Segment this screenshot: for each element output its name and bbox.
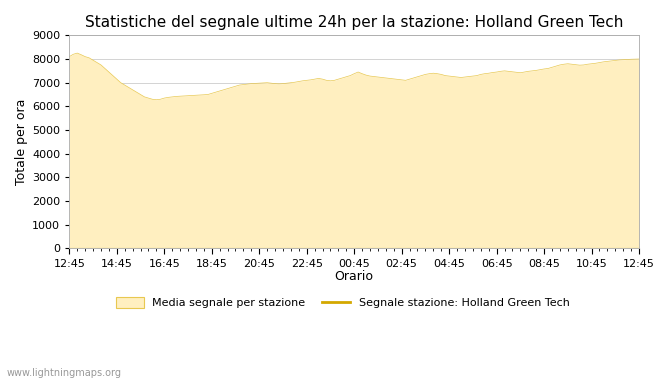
Y-axis label: Totale per ora: Totale per ora [15,99,28,185]
X-axis label: Orario: Orario [335,270,374,283]
Text: www.lightningmaps.org: www.lightningmaps.org [7,368,122,378]
Legend: Media segnale per stazione, Segnale stazione: Holland Green Tech: Media segnale per stazione, Segnale staz… [111,292,574,313]
Title: Statistiche del segnale ultime 24h per la stazione: Holland Green Tech: Statistiche del segnale ultime 24h per l… [85,15,623,30]
